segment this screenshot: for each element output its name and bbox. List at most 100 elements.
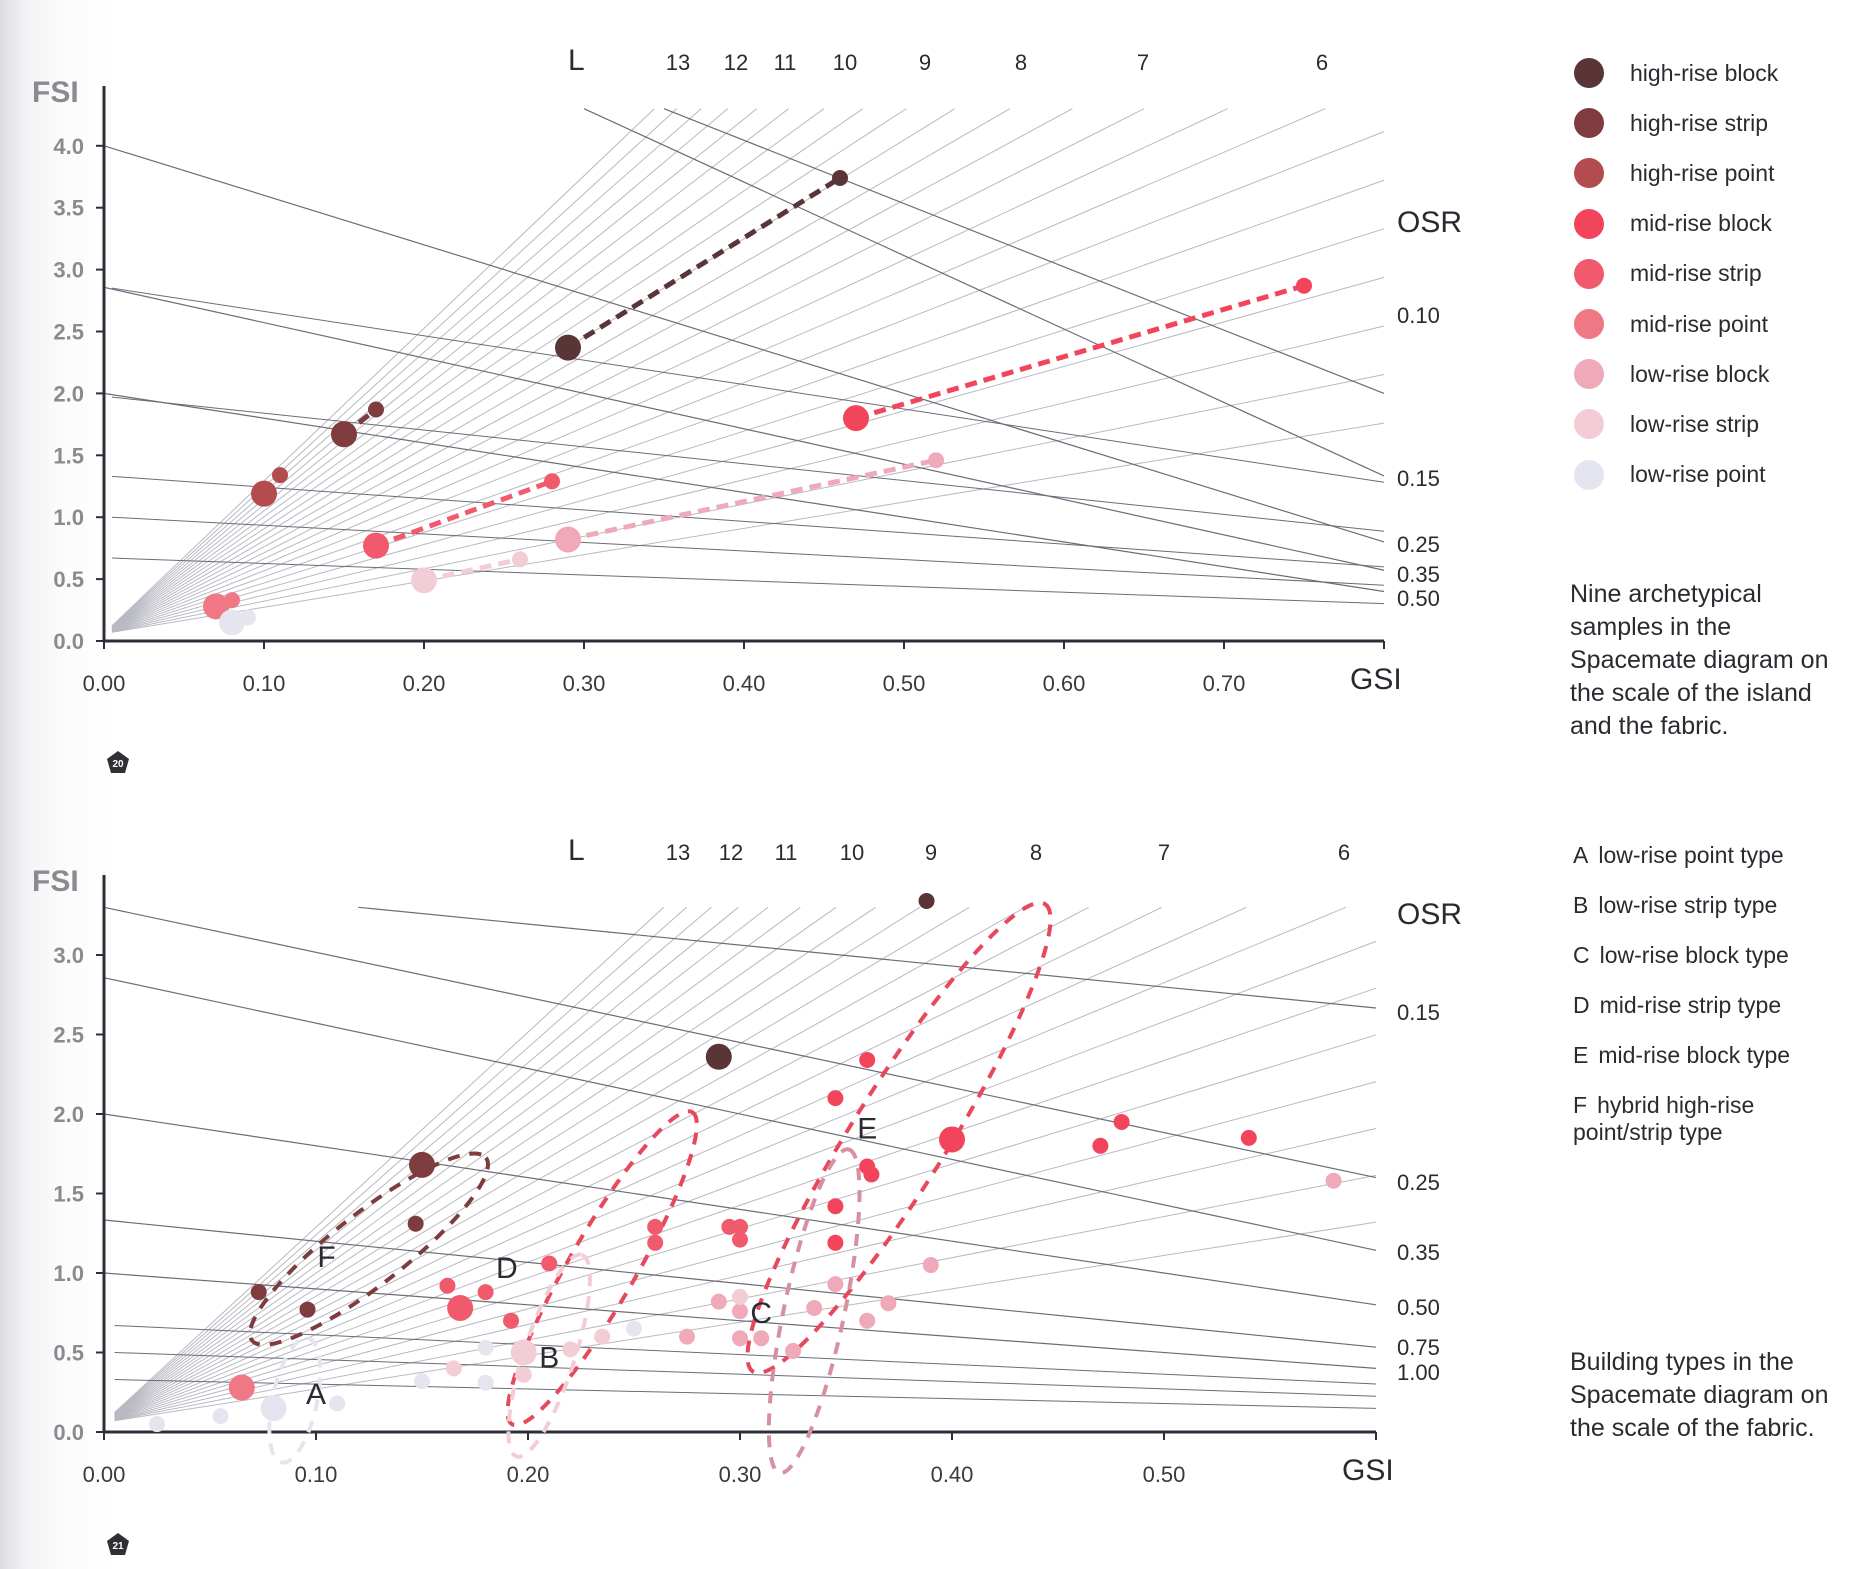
legend-label: mid-rise block — [1630, 210, 1772, 237]
data-point — [626, 1320, 642, 1337]
layer-label: 7 — [1137, 50, 1149, 75]
data-point — [219, 609, 245, 636]
legend-swatch-icon — [1574, 409, 1604, 440]
data-point — [753, 1330, 770, 1347]
svg-text:21: 21 — [112, 1541, 124, 1552]
layer-line — [114, 906, 1026, 1417]
cluster-outline-a — [267, 1335, 323, 1465]
legend-label: low-rise strip — [1630, 410, 1760, 437]
osr-label: 0.25 — [1397, 1170, 1440, 1195]
caption-top: Nine archetypical samples in the Spacema… — [1570, 580, 1829, 740]
data-point — [827, 1276, 844, 1293]
legend-label: mid-rise strip — [1630, 260, 1762, 287]
layer-line — [111, 108, 790, 628]
data-point — [562, 1341, 579, 1358]
data-point — [785, 1342, 801, 1359]
osr-label: 0.50 — [1397, 1295, 1440, 1320]
y-tick-label: 3.0 — [53, 258, 84, 283]
type-letter: C — [1573, 942, 1590, 968]
layer-line — [111, 276, 1385, 632]
data-point — [299, 1301, 316, 1318]
x-tick-label: 0.10 — [295, 1462, 338, 1487]
layer-line — [111, 108, 678, 627]
osr-label: 1.00 — [1397, 1360, 1440, 1385]
layer-line — [114, 906, 837, 1416]
y-tick-label: 1.5 — [53, 1182, 84, 1207]
legend-item: high-rise block — [1574, 48, 1778, 98]
layer-line — [114, 987, 1377, 1420]
osr-line — [103, 1113, 1377, 1306]
osr-line — [111, 287, 1385, 483]
figure-badge-20: 20 — [106, 750, 130, 774]
data-point — [647, 1218, 664, 1235]
type-letter: E — [1573, 1042, 1589, 1068]
data-point — [260, 1395, 287, 1422]
layer-line — [114, 906, 687, 1414]
legend-swatch-icon — [1574, 258, 1604, 289]
osr-line — [583, 108, 1385, 477]
y-tick-label: 4.0 — [53, 134, 84, 159]
layer-label: 13 — [666, 50, 690, 75]
x-tick-label: 0.40 — [931, 1462, 974, 1487]
layers-title: L — [568, 834, 585, 867]
layer-line — [111, 108, 758, 628]
y-tick-label: 0.5 — [53, 567, 84, 592]
legend-item: low-rise block — [1574, 349, 1778, 399]
layer-line — [111, 131, 1385, 631]
osr-label: 0.75 — [1397, 1335, 1440, 1360]
data-point — [710, 1293, 727, 1310]
type-letter: A — [1573, 842, 1589, 868]
x-tick-label: 0.60 — [1043, 671, 1086, 696]
data-point — [503, 1312, 520, 1329]
legend-label: low-rise point — [1630, 461, 1766, 488]
osr-line — [111, 516, 1385, 586]
data-point — [832, 169, 848, 186]
data-point — [679, 1328, 695, 1345]
data-point — [1240, 1129, 1257, 1146]
y-tick-label: 3.0 — [53, 943, 84, 968]
data-point — [203, 593, 229, 620]
cluster-outline-c — [766, 1147, 862, 1476]
data-point — [477, 1374, 494, 1391]
data-point — [447, 1294, 474, 1321]
x-tick-label: 0.50 — [1143, 1462, 1186, 1487]
layer-line — [114, 906, 665, 1413]
x-tick-label: 0.10 — [243, 671, 286, 696]
layer-label: 9 — [919, 50, 931, 75]
osr-label: 0.15 — [1397, 1000, 1440, 1025]
legend-swatch-icon — [1574, 208, 1604, 239]
layer-line — [111, 108, 729, 628]
y-tick-label: 2.5 — [53, 1023, 84, 1048]
data-point — [224, 592, 240, 609]
legend-item: low-rise strip — [1574, 399, 1778, 449]
data-point — [414, 1373, 430, 1390]
osr-line — [111, 557, 1385, 605]
legend: high-rise block high-rise strip high-rise … — [1574, 48, 1778, 500]
x-axis-title: GSI — [1350, 663, 1402, 696]
series-connector — [567, 457, 937, 542]
data-point — [510, 1339, 537, 1366]
data-point — [439, 1277, 456, 1294]
osr-title: OSR — [1397, 206, 1462, 239]
data-point — [212, 1408, 229, 1425]
osr-label: 0.25 — [1397, 532, 1440, 557]
layer-label: 9 — [925, 840, 937, 865]
y-tick-label: 2.0 — [53, 381, 84, 406]
data-point — [827, 1090, 844, 1107]
osr-line — [103, 145, 1385, 543]
data-point — [541, 1255, 558, 1272]
svg-text:20: 20 — [112, 759, 124, 770]
data-point — [1092, 1137, 1109, 1154]
layer-line — [114, 1081, 1377, 1421]
layer-line — [111, 108, 1073, 630]
data-point — [515, 1366, 532, 1383]
cluster-outline-f — [248, 1151, 490, 1347]
data-point — [407, 1215, 424, 1232]
x-tick-label: 0.70 — [1203, 671, 1246, 696]
layer-line — [111, 108, 1326, 631]
